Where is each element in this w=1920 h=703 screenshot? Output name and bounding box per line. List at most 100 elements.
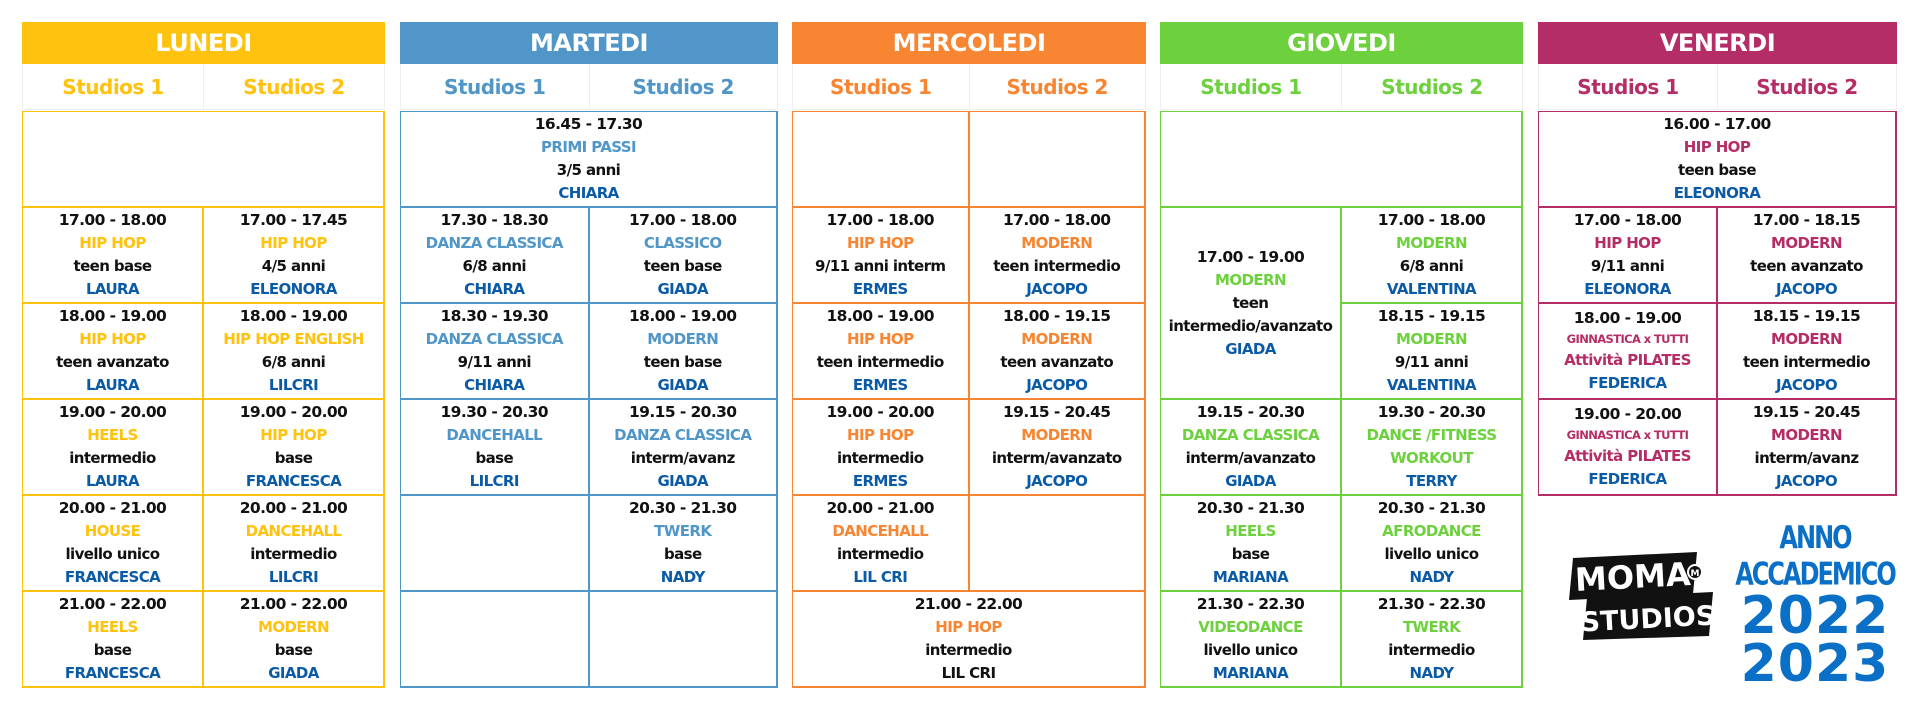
class-slot: 21.30 - 22.30 TWERK intermedio NADY xyxy=(1342,592,1523,688)
class-course: MODERN xyxy=(1021,234,1093,252)
empty-slot xyxy=(793,112,970,208)
logo-line1: MOMA xyxy=(1574,555,1692,599)
class-slot: 19.15 - 20.30 DANZA CLASSICA interm/avanz G… xyxy=(589,400,778,496)
class-teacher: LIL CRI xyxy=(941,664,996,682)
class-slot: 17.30 - 18.30 DANZA CLASSICA 6/8 anni CHIAR… xyxy=(401,208,590,304)
class-time: 19.30 - 20.30 xyxy=(440,403,549,421)
class-level: intermedio xyxy=(925,641,1012,659)
class-teacher: JACOPO xyxy=(1026,376,1088,394)
class-slot: 19.00 - 20.00 HIP HOP intermedio ERMES xyxy=(793,400,970,496)
class-level: livello unico xyxy=(1384,545,1480,563)
class-level: base xyxy=(1231,545,1270,563)
class-time: 17.00 - 19.00 xyxy=(1196,247,1305,266)
class-slot: 17.00 - 17.45 HIP HOP 4/5 anni ELEONORA xyxy=(204,208,385,304)
class-time: 17.00 - 18.15 xyxy=(1752,211,1861,229)
class-level: 9/11 anni xyxy=(1590,257,1665,275)
class-level: base xyxy=(663,545,702,563)
class-teacher: LILCRI xyxy=(268,376,319,394)
day-header-giovedi: GIOVEDI xyxy=(1160,22,1523,64)
class-course: TWERK xyxy=(1402,618,1461,636)
class-slot: 19.15 - 20.45 MODERN interm/avanzato JACOPO xyxy=(969,400,1146,496)
class-teacher: VALENTINA xyxy=(1386,280,1477,298)
class-course: HIP HOP xyxy=(847,426,914,444)
class-level: 9/11 anni xyxy=(457,353,532,371)
class-time: 21.30 - 22.30 xyxy=(1377,595,1486,613)
class-level: teen intermedio xyxy=(993,257,1121,275)
class-level: interm/avanzato xyxy=(1185,449,1316,467)
class-slot: 18.15 - 19.15 MODERN teen intermedio JACOPO xyxy=(1718,304,1897,400)
class-slot: 19.15 - 20.30 DANZA CLASSICA interm/avanza… xyxy=(1161,400,1342,496)
class-course: MODERN xyxy=(1771,234,1842,252)
class-level: teen avanzato xyxy=(1750,257,1863,275)
class-course: MODERN xyxy=(1396,330,1467,348)
day-header-lunedi: LUNEDI xyxy=(22,22,385,64)
class-teacher: JACOPO xyxy=(1775,280,1838,298)
class-course: MODERN xyxy=(1771,426,1842,444)
class-teacher: ELEONORA xyxy=(250,280,337,298)
class-slot: 20.00 - 21.00 HOUSE livello unico FRANCESCA xyxy=(23,496,204,592)
class-slot: 20.30 - 21.30 AFRODANCE livello unico NADY xyxy=(1342,496,1523,592)
class-time: 19.15 - 20.30 xyxy=(629,403,737,421)
class-time: 17.00 - 18.00 xyxy=(1573,211,1682,229)
class-course: HIP HOP xyxy=(847,234,914,252)
studio-label: Studios 2 xyxy=(1341,64,1522,109)
class-level: 9/11 anni xyxy=(1394,353,1469,371)
day-mercoledi: MERCOLEDI Studios 1 Studios 2 17.00 - 18… xyxy=(792,22,1146,688)
class-category: GINNASTICA x TUTTI xyxy=(1566,332,1689,346)
class-slot: 17.00 - 19.00 MODERN teen intermedio/avanza… xyxy=(1161,208,1342,400)
class-level: teen avanzato xyxy=(56,353,169,371)
class-slot: 19.30 - 20.30 DANCE /FITNESS WORKOUT TERRY xyxy=(1342,400,1523,496)
class-course: HIP HOP xyxy=(260,234,327,252)
class-course: PRIMI PASSI xyxy=(541,138,637,156)
class-course: MODERN xyxy=(1215,270,1286,289)
class-category: GINNASTICA x TUTTI xyxy=(1566,428,1689,442)
class-slot: 19.00 - 20.00 GINNASTICA x TUTTI Attività … xyxy=(1539,400,1718,496)
class-course: DANZA CLASSICA xyxy=(614,426,752,444)
class-time: 20.00 - 21.00 xyxy=(239,499,348,517)
class-slot: 19.00 - 20.00 HEELS intermedio LAURA xyxy=(23,400,204,496)
class-time: 19.15 - 20.45 xyxy=(1752,403,1861,421)
studio-label: Studios 1 xyxy=(1577,74,1679,99)
class-course: DANCEHALL xyxy=(446,426,543,444)
class-teacher: LAURA xyxy=(85,472,140,490)
class-course: MODERN xyxy=(647,330,719,348)
class-slot: 19.00 - 20.00 HIP HOP base FRANCESCA xyxy=(204,400,385,496)
class-teacher: GIADA xyxy=(1225,339,1276,358)
academic-year: ANNO ACCADEMICO 2022 2023 xyxy=(1725,520,1905,690)
class-slot: 20.00 - 21.00 DANCEHALL intermedio LILCRI xyxy=(204,496,385,592)
class-level: teen base xyxy=(643,257,723,275)
studio-label: Studios 1 xyxy=(62,74,164,99)
class-course: DANZA CLASSICA xyxy=(425,234,564,252)
class-slot: 20.30 - 21.30 TWERK base NADY xyxy=(589,496,778,592)
day-giovedi: GIOVEDI Studios 1 Studios 2 17.00 - 19.0… xyxy=(1160,22,1523,688)
class-slot: 18.00 - 19.00 HIP HOP teen avanzato LAURA xyxy=(23,304,204,400)
class-time: 18.15 - 19.15 xyxy=(1377,307,1486,325)
class-time: 20.00 - 21.00 xyxy=(58,499,167,517)
class-level: base xyxy=(274,641,313,659)
class-slot: 17.00 - 18.00 MODERN teen intermedio JACOPO xyxy=(969,208,1146,304)
class-time: 17.00 - 18.00 xyxy=(826,211,935,229)
class-slot: 18.15 - 19.15 MODERN 9/11 anni VALENTINA xyxy=(1342,304,1523,400)
class-teacher: FRANCESCA xyxy=(245,472,342,490)
schedule-grid-lunedi: 17.00 - 18.00 HIP HOP teen base LAURA 17.00 … xyxy=(22,111,385,688)
class-teacher: GIADA xyxy=(657,376,709,394)
class-course: HIP HOP xyxy=(79,234,146,252)
class-course: HIP HOP xyxy=(847,330,914,348)
class-slot: 18.00 - 19.00 GINNASTICA x TUTTI Attività … xyxy=(1539,304,1718,400)
class-course: DANZA CLASSICA xyxy=(425,330,564,348)
class-time: 19.00 - 20.00 xyxy=(58,403,167,421)
class-slot: 19.15 - 20.45 MODERN interm/avanz JACOPO xyxy=(1718,400,1897,496)
class-teacher: MARIANA xyxy=(1212,664,1289,682)
day-header-venerdi: VENERDI xyxy=(1538,22,1897,64)
class-course: HOUSE xyxy=(84,522,141,540)
class-time: 17.00 - 18.00 xyxy=(629,211,737,229)
class-time: 18.15 - 19.15 xyxy=(1752,307,1861,325)
class-course: TWERK xyxy=(654,522,712,540)
class-course: DANCEHALL xyxy=(245,522,342,540)
class-time: 21.30 - 22.30 xyxy=(1196,595,1305,613)
class-course: AFRODANCE xyxy=(1382,522,1481,540)
class-slot: 21.30 - 22.30 VIDEODANCE livello unico MARI… xyxy=(1161,592,1342,688)
studio-row-venerdi: Studios 1 Studios 2 xyxy=(1538,64,1897,110)
class-time: 17.00 - 17.45 xyxy=(239,211,348,229)
class-time: 17.00 - 18.00 xyxy=(1377,211,1486,229)
